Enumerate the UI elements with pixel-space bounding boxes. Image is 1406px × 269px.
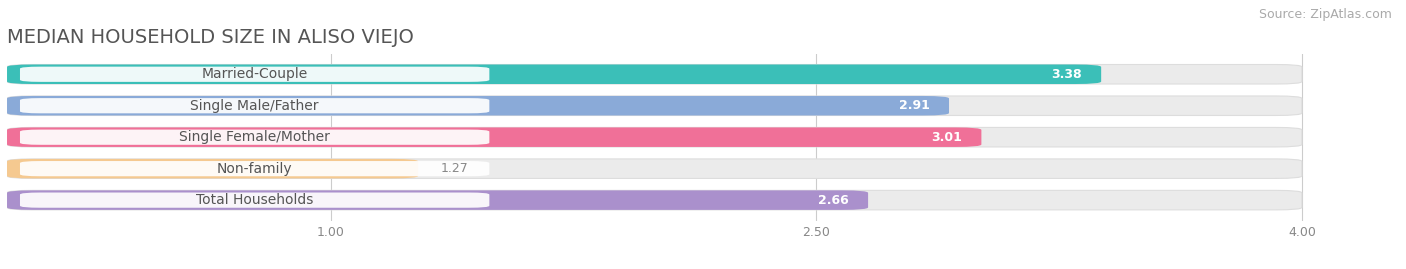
FancyBboxPatch shape bbox=[7, 65, 1302, 84]
Text: 1.27: 1.27 bbox=[441, 162, 468, 175]
FancyBboxPatch shape bbox=[7, 128, 981, 147]
FancyBboxPatch shape bbox=[7, 159, 1302, 178]
FancyBboxPatch shape bbox=[7, 65, 1101, 84]
Text: 3.01: 3.01 bbox=[931, 131, 962, 144]
Text: 2.66: 2.66 bbox=[818, 194, 849, 207]
Text: 2.91: 2.91 bbox=[898, 99, 929, 112]
Text: Single Male/Father: Single Male/Father bbox=[190, 99, 319, 113]
FancyBboxPatch shape bbox=[7, 96, 1302, 115]
FancyBboxPatch shape bbox=[7, 190, 868, 210]
FancyBboxPatch shape bbox=[20, 130, 489, 145]
FancyBboxPatch shape bbox=[20, 161, 489, 176]
FancyBboxPatch shape bbox=[20, 98, 489, 113]
FancyBboxPatch shape bbox=[7, 128, 1302, 147]
Text: MEDIAN HOUSEHOLD SIZE IN ALISO VIEJO: MEDIAN HOUSEHOLD SIZE IN ALISO VIEJO bbox=[7, 28, 413, 47]
FancyBboxPatch shape bbox=[20, 67, 489, 82]
FancyBboxPatch shape bbox=[7, 96, 949, 115]
Text: Total Households: Total Households bbox=[195, 193, 314, 207]
Text: 3.38: 3.38 bbox=[1052, 68, 1081, 81]
Text: Single Female/Mother: Single Female/Mother bbox=[179, 130, 330, 144]
Text: Non-family: Non-family bbox=[217, 162, 292, 176]
FancyBboxPatch shape bbox=[7, 159, 418, 178]
FancyBboxPatch shape bbox=[7, 190, 1302, 210]
Text: Married-Couple: Married-Couple bbox=[201, 67, 308, 81]
Text: Source: ZipAtlas.com: Source: ZipAtlas.com bbox=[1258, 8, 1392, 21]
FancyBboxPatch shape bbox=[20, 193, 489, 208]
